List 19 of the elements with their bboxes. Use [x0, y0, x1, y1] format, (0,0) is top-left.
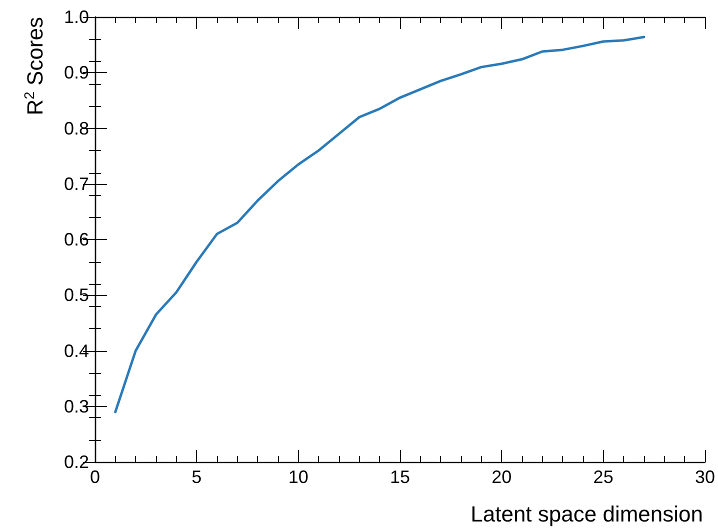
y-tick-label: 0.2	[64, 452, 89, 472]
y-tick-label: 0.7	[64, 174, 89, 194]
y-tick-label: 0.6	[64, 230, 89, 250]
line-series	[114, 36, 646, 414]
y-tick-label: 0.8	[64, 118, 89, 138]
y-tick-label: 0.5	[64, 285, 89, 306]
y-axis-title: R2 Scores	[21, 16, 48, 116]
y-tick-label: 0.3	[64, 396, 89, 416]
x-tick-label: 20	[492, 467, 512, 487]
y-tick-label: 0.4	[64, 340, 89, 361]
x-tick-label: 25	[593, 467, 614, 487]
y-tick-label: 1.0	[64, 7, 89, 27]
x-tick-label: 10	[288, 467, 308, 487]
x-tick-label: 5	[192, 467, 202, 487]
x-tick-label: 15	[390, 467, 410, 487]
y-tick-label: 0.9	[64, 62, 89, 83]
x-tick-label: 30	[694, 467, 716, 487]
x-tick-label: 0	[90, 467, 100, 487]
x-axis-title: Latent space dimension	[470, 502, 703, 526]
